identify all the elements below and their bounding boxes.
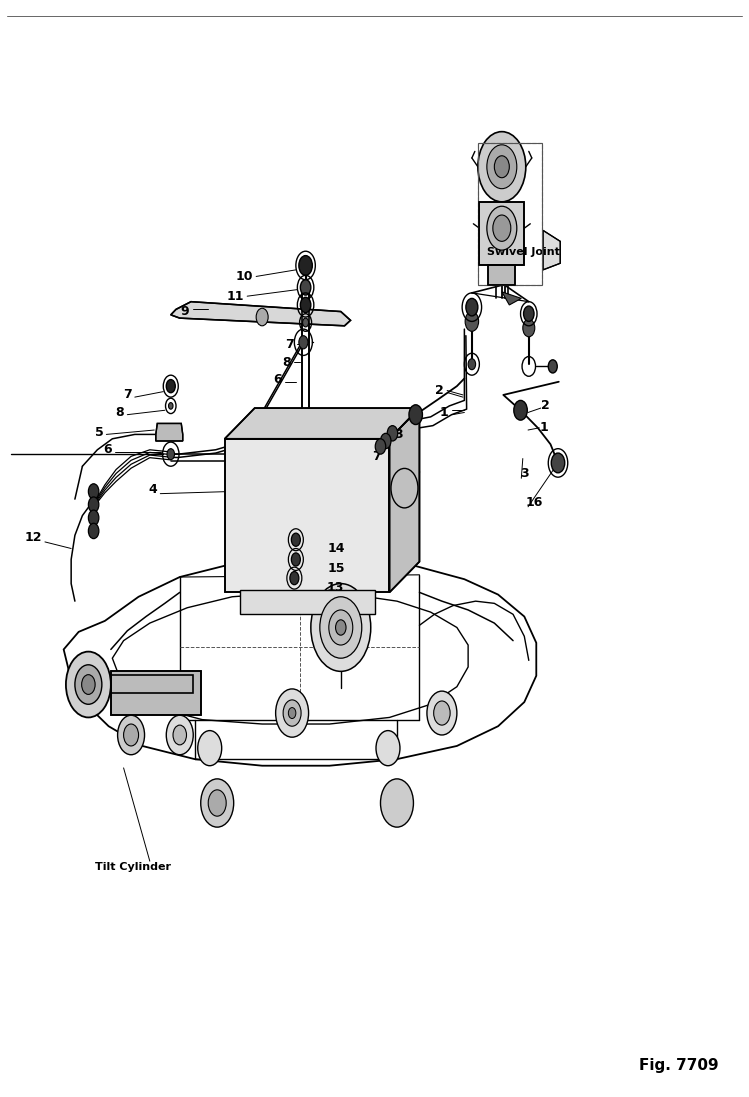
Circle shape: [336, 620, 346, 635]
Circle shape: [299, 336, 308, 349]
Circle shape: [311, 584, 371, 671]
Circle shape: [169, 403, 173, 409]
Circle shape: [75, 665, 102, 704]
Circle shape: [88, 510, 99, 525]
Text: 6: 6: [103, 443, 112, 456]
Circle shape: [551, 453, 565, 473]
Circle shape: [167, 449, 175, 460]
Circle shape: [88, 523, 99, 539]
Bar: [478, 143, 542, 285]
Circle shape: [256, 308, 268, 326]
Circle shape: [173, 725, 187, 745]
Polygon shape: [225, 408, 419, 439]
Circle shape: [514, 400, 527, 420]
Bar: [111, 675, 193, 693]
Bar: [488, 265, 515, 285]
Circle shape: [291, 533, 300, 546]
Circle shape: [478, 132, 526, 202]
Circle shape: [494, 156, 509, 178]
Circle shape: [524, 306, 534, 321]
Circle shape: [290, 572, 299, 585]
Bar: [111, 671, 201, 715]
Text: 4: 4: [148, 483, 157, 496]
Circle shape: [66, 652, 111, 717]
Text: 11: 11: [227, 290, 244, 303]
Bar: [479, 202, 524, 265]
Text: 2: 2: [541, 399, 550, 412]
Polygon shape: [156, 423, 183, 441]
Circle shape: [300, 280, 311, 295]
Circle shape: [487, 206, 517, 250]
Text: 2: 2: [435, 384, 444, 397]
Circle shape: [82, 675, 95, 694]
Text: Fig. 7709: Fig. 7709: [640, 1058, 719, 1073]
Circle shape: [329, 610, 353, 645]
Text: 7: 7: [123, 388, 132, 402]
Text: 3: 3: [520, 467, 529, 480]
Text: 15: 15: [328, 562, 345, 575]
Text: 12: 12: [25, 531, 42, 544]
Bar: [478, 143, 542, 285]
Circle shape: [300, 297, 311, 313]
Circle shape: [276, 689, 309, 737]
Circle shape: [124, 724, 139, 746]
Polygon shape: [389, 408, 419, 592]
Bar: [111, 675, 193, 693]
Text: 9: 9: [181, 305, 189, 318]
Circle shape: [283, 700, 301, 726]
Circle shape: [387, 426, 398, 441]
Bar: [111, 671, 201, 715]
Circle shape: [303, 318, 309, 327]
Text: 1: 1: [439, 406, 448, 419]
Text: 5: 5: [94, 426, 103, 439]
Polygon shape: [543, 230, 560, 270]
Circle shape: [288, 708, 296, 719]
Circle shape: [299, 256, 312, 275]
Circle shape: [487, 145, 517, 189]
Circle shape: [375, 439, 386, 454]
Circle shape: [493, 215, 511, 241]
Text: 8: 8: [282, 355, 291, 369]
Circle shape: [465, 312, 479, 331]
Circle shape: [201, 779, 234, 827]
Circle shape: [166, 380, 175, 393]
Circle shape: [166, 715, 193, 755]
Text: 7: 7: [285, 338, 294, 351]
Circle shape: [88, 484, 99, 499]
Text: 1: 1: [539, 421, 548, 434]
Circle shape: [380, 433, 391, 449]
Text: 14: 14: [328, 542, 345, 555]
Text: 10: 10: [236, 270, 253, 283]
Circle shape: [523, 319, 535, 337]
Bar: [479, 202, 524, 265]
Text: 7: 7: [372, 450, 380, 463]
Bar: [240, 590, 374, 614]
Circle shape: [468, 359, 476, 370]
Circle shape: [427, 691, 457, 735]
Circle shape: [380, 779, 413, 827]
Text: Swivel Joint: Swivel Joint: [488, 247, 560, 258]
Polygon shape: [171, 302, 351, 326]
Circle shape: [434, 701, 450, 725]
Text: 16: 16: [526, 496, 543, 509]
Text: 8: 8: [115, 406, 124, 419]
Text: Tilt Cylinder: Tilt Cylinder: [95, 861, 172, 872]
Bar: [225, 439, 389, 592]
Circle shape: [320, 597, 362, 658]
Circle shape: [88, 497, 99, 512]
Bar: [225, 439, 389, 592]
Text: 13: 13: [327, 581, 344, 595]
Circle shape: [466, 298, 478, 316]
Circle shape: [291, 553, 300, 566]
Circle shape: [118, 715, 145, 755]
Polygon shape: [502, 292, 521, 305]
Circle shape: [208, 790, 226, 816]
Text: 3: 3: [394, 428, 403, 441]
Circle shape: [548, 360, 557, 373]
Text: 6: 6: [273, 373, 282, 386]
Bar: [488, 265, 515, 285]
Circle shape: [198, 731, 222, 766]
Circle shape: [409, 405, 422, 425]
Circle shape: [376, 731, 400, 766]
